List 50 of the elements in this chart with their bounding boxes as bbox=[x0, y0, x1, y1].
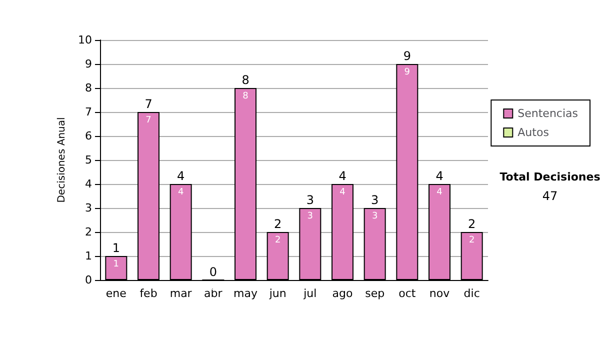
y-tick-label: 1 bbox=[85, 250, 92, 262]
y-tick-label: 5 bbox=[85, 154, 92, 166]
total-label: 1 bbox=[112, 241, 120, 255]
y-tick-label: 0 bbox=[85, 274, 92, 286]
x-tick-label: may bbox=[234, 287, 258, 300]
total-label: 8 bbox=[242, 73, 250, 87]
data-label: 3 bbox=[307, 212, 314, 222]
x-tick-label: oct bbox=[398, 287, 416, 300]
total-label: 0 bbox=[209, 265, 217, 279]
x-tick-label: sep bbox=[365, 287, 385, 300]
x-tick-label: ene bbox=[106, 287, 127, 300]
y-tick-label: 2 bbox=[85, 226, 92, 238]
x-tick-label: jul bbox=[302, 287, 317, 300]
data-label: 8 bbox=[242, 92, 249, 102]
y-tick-label: 8 bbox=[85, 82, 92, 94]
y-tick-label: 3 bbox=[85, 202, 92, 214]
total-label: 4 bbox=[177, 169, 185, 183]
data-label: 2 bbox=[468, 236, 475, 246]
data-label: 2 bbox=[274, 236, 281, 246]
total-label: 7 bbox=[144, 97, 152, 111]
text: Total Decisiones bbox=[500, 170, 600, 184]
y-tick-label: 4 bbox=[85, 178, 92, 190]
y-tick-label: 9 bbox=[85, 58, 92, 70]
y-tick-label: 6 bbox=[85, 130, 92, 142]
y-axis-title: Decisiones Anual bbox=[56, 117, 68, 203]
y-tick-label: 7 bbox=[85, 106, 92, 118]
x-tick-label: jun bbox=[268, 287, 286, 300]
x-tick-label: feb bbox=[140, 287, 158, 300]
text: 47 bbox=[542, 189, 558, 203]
x-tick-label: nov bbox=[429, 287, 450, 300]
total-label: 4 bbox=[436, 169, 444, 183]
data-label: 4 bbox=[340, 188, 346, 198]
y-tick-label: 10 bbox=[78, 34, 92, 46]
x-tick-label: mar bbox=[170, 287, 192, 300]
total-label: 2 bbox=[468, 217, 476, 231]
total-label: 4 bbox=[338, 169, 346, 183]
legend-label: Sentencias bbox=[518, 107, 578, 120]
total-label: 2 bbox=[274, 217, 282, 231]
x-tick-label: ago bbox=[332, 287, 353, 300]
data-label: 9 bbox=[404, 68, 410, 78]
x-tick-label: dic bbox=[464, 287, 480, 300]
total-label: 3 bbox=[306, 193, 314, 207]
data-label: 7 bbox=[146, 116, 152, 126]
legend-label: Autos bbox=[518, 126, 550, 139]
data-label: 1 bbox=[113, 260, 120, 270]
data-label: 4 bbox=[178, 188, 184, 198]
data-label: 3 bbox=[372, 212, 378, 222]
total-label: 3 bbox=[371, 193, 379, 207]
total-label: 9 bbox=[403, 49, 411, 63]
data-label: 4 bbox=[436, 188, 443, 198]
